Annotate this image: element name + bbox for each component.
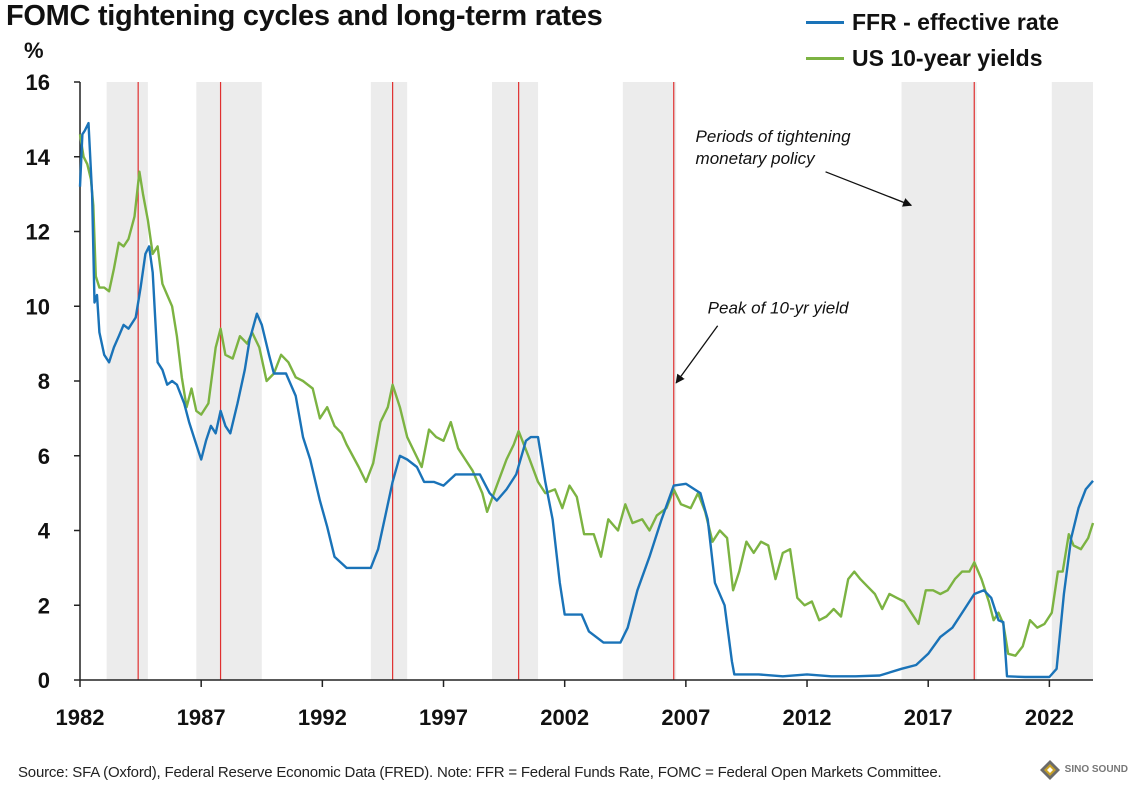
annotation-text-peak: Peak of 10-yr yield bbox=[708, 299, 849, 318]
tightening-period-band bbox=[106, 82, 148, 680]
y-tick-label: 12 bbox=[26, 220, 50, 245]
x-tick-label: 2002 bbox=[540, 705, 589, 730]
brand-text: SINO SOUND bbox=[1064, 764, 1128, 775]
y-tick-label: 14 bbox=[26, 145, 51, 170]
x-tick-label: 2012 bbox=[783, 705, 832, 730]
annotation-arrow-tightening bbox=[825, 171, 913, 207]
legend-label-ffr: FFR - effective rate bbox=[852, 8, 1060, 35]
y-tick-label: 2 bbox=[38, 593, 50, 618]
x-tick-label: 2017 bbox=[904, 705, 953, 730]
x-tick-label: 2007 bbox=[661, 705, 710, 730]
y-tick-label: 16 bbox=[26, 70, 50, 95]
annotation-text-tightening: monetary policy bbox=[696, 149, 817, 168]
tightening-period-band bbox=[370, 82, 408, 680]
x-tick-label: 2022 bbox=[1025, 705, 1074, 730]
y-tick-label: 6 bbox=[38, 444, 50, 469]
annotation-text-tightening: Periods of tightening bbox=[696, 127, 852, 146]
legend-item-ffr: FFR - effective rate bbox=[806, 4, 1059, 40]
y-tick-label: 4 bbox=[38, 519, 51, 544]
y-tick-label: 0 bbox=[38, 668, 50, 693]
series-line-10yr bbox=[78, 134, 1095, 657]
series-line-ffr bbox=[78, 121, 1094, 679]
legend-swatch-10yr bbox=[806, 56, 844, 60]
x-tick-label: 1982 bbox=[56, 705, 105, 730]
legend: FFR - effective rate US 10-year yields bbox=[806, 4, 1059, 76]
footnote: Source: SFA (Oxford), Federal Reserve Ec… bbox=[18, 764, 942, 781]
x-tick-label: 1997 bbox=[419, 705, 468, 730]
tightening-period-band bbox=[901, 82, 977, 680]
legend-label-10yr: US 10-year yields bbox=[852, 44, 1043, 71]
y-tick-label: 8 bbox=[38, 369, 50, 394]
x-tick-label: 1987 bbox=[177, 705, 226, 730]
diamond-logo-icon bbox=[1039, 760, 1060, 780]
tightening-period-band bbox=[491, 82, 539, 680]
y-axis-unit: % bbox=[24, 38, 44, 63]
tightening-period-band bbox=[622, 82, 677, 680]
tightening-period-band bbox=[196, 82, 262, 680]
tightening-period-band bbox=[1051, 82, 1093, 680]
y-tick-label: 10 bbox=[26, 294, 50, 319]
brand-logo: SINO SOUND bbox=[1039, 759, 1128, 781]
annotation-arrow-peak bbox=[675, 325, 719, 384]
chart-title: FOMC tightening cycles and long-term rat… bbox=[6, 0, 603, 32]
legend-swatch-ffr bbox=[806, 20, 844, 24]
legend-item-10yr: US 10-year yields bbox=[806, 40, 1059, 76]
x-tick-label: 1992 bbox=[298, 705, 347, 730]
